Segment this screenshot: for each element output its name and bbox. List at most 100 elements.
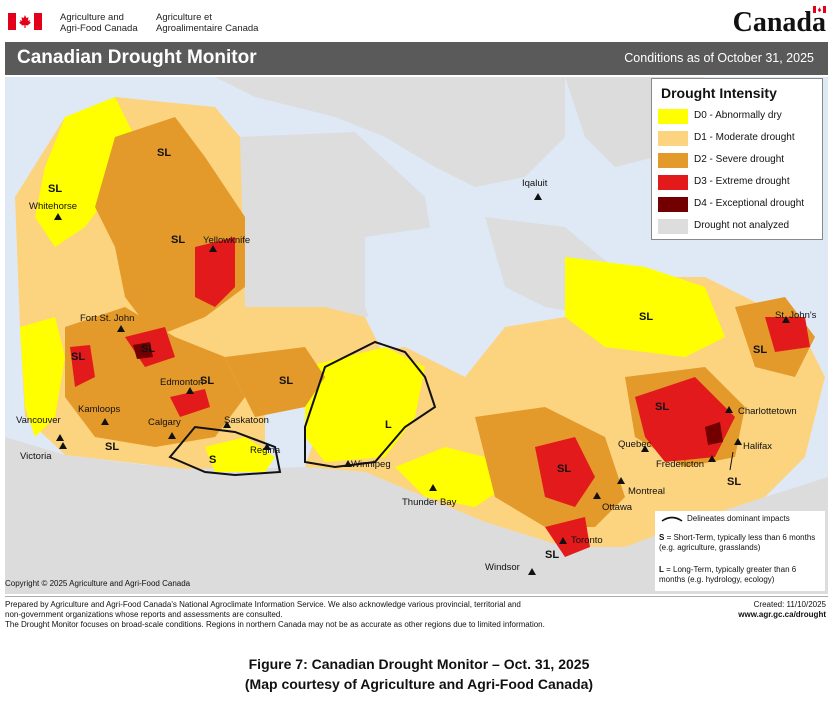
d2-sask — [225, 347, 325, 417]
city-label-st-johns: St. John's — [775, 310, 817, 321]
city-marker-ottawa — [593, 492, 601, 499]
city-marker-fredericton — [708, 455, 716, 462]
city-marker-regina — [263, 443, 271, 450]
legend-label: D1 - Moderate drought — [694, 132, 795, 143]
impact-label: SL — [157, 147, 172, 159]
map-svg — [5, 77, 828, 594]
city-label-quebec: Quebec — [618, 439, 652, 450]
city-marker-iqaluit — [534, 193, 542, 200]
legend-swatch — [658, 175, 688, 190]
canada-wordmark: Canada — [732, 6, 826, 39]
dept-fr-line1: Agriculture et — [156, 12, 212, 23]
city-marker-toronto — [559, 537, 567, 544]
d3-ontario-south — [545, 517, 590, 557]
dept-fr-line2: Agroalimentaire Canada — [156, 23, 259, 34]
dept-en-line2: Agri-Food Canada — [60, 23, 138, 34]
legend-panel: Drought Intensity D0 - Abnormally dry D1… — [651, 78, 823, 240]
arctic-islands — [215, 77, 565, 187]
usa-landmass — [5, 437, 828, 594]
city-marker-fort-st-john — [117, 325, 125, 332]
wordmark-flag-icon — [813, 6, 826, 13]
city-label-winnipeg: Winnipeg — [351, 459, 391, 470]
short-term-note: S = Short-Term, typically less than 6 mo… — [659, 533, 824, 553]
city-marker-yellowknife — [209, 245, 217, 252]
footer-created: Created: 11/10/2025 — [753, 600, 826, 609]
impact-label: SL — [171, 234, 186, 246]
impact-label: SL — [753, 344, 768, 356]
city-label-fredericton: Fredericton — [656, 459, 705, 470]
footer-line-1: Prepared by Agriculture and Agri-Food Ca… — [5, 600, 521, 609]
city-marker-winnipeg — [344, 460, 352, 467]
impact-label: L — [385, 419, 392, 431]
impact-notes-box: Delineates dominant impacts S = Short-Te… — [655, 511, 825, 591]
city-label-toronto: Toronto — [571, 535, 603, 546]
long-term-key: L — [659, 565, 664, 574]
sl-pointer-line — [729, 451, 734, 471]
city-marker-thunder-bay — [429, 484, 437, 491]
city-marker-kamloops — [101, 418, 109, 425]
conditions-date: Conditions as of October 31, 2025 — [624, 51, 814, 65]
city-marker-victoria — [59, 442, 67, 449]
impact-label: SL — [141, 343, 156, 355]
page-title: Canadian Drought Monitor — [17, 47, 257, 68]
legend-label: D3 - Extreme drought — [694, 176, 790, 187]
legend-label: D2 - Severe drought — [694, 154, 785, 165]
city-label-saskatoon: Saskatoon — [224, 415, 269, 426]
city-marker-vancouver — [56, 434, 64, 441]
footer: Prepared by Agriculture and Agri-Food Ca… — [5, 596, 828, 635]
hudson-bay — [365, 227, 515, 377]
city-marker-charlottetown — [725, 406, 733, 413]
city-marker-calgary — [168, 432, 176, 439]
city-label-whitehorse: Whitehorse — [29, 201, 78, 212]
impact-line-manitoba — [304, 340, 437, 469]
d0-yukon — [35, 97, 135, 247]
city-marker-edmonton — [186, 387, 194, 394]
impact-label: SL — [71, 351, 86, 363]
city-label-windsor: Windsor — [485, 562, 520, 573]
d3-yellowknife — [195, 237, 235, 307]
city-label-iqaluit: Iqaluit — [522, 178, 548, 189]
d0-manitoba — [305, 347, 425, 462]
legend-swatch — [658, 197, 688, 212]
header: Agriculture and Agri-Food Canada Agricul… — [0, 0, 838, 40]
city-marker-halifax — [734, 438, 742, 445]
impact-label: SL — [200, 375, 215, 387]
city-label-thunder-bay: Thunder Bay — [402, 497, 457, 508]
d2-bc-alberta — [65, 307, 245, 447]
d0-bc-coast — [20, 317, 65, 437]
footer-line-2: non-government organizations whose repor… — [5, 610, 283, 619]
impact-line-prairies — [168, 425, 282, 477]
city-marker-windsor — [528, 568, 536, 575]
impact-label: SL — [48, 183, 63, 195]
d3-st-johns — [765, 317, 810, 352]
legend-swatch — [658, 109, 688, 124]
wordmark-text: Canada — [732, 7, 826, 38]
impact-label: SL — [655, 401, 670, 413]
short-term-key: S — [659, 533, 665, 542]
city-label-yellowknife: Yellowknife — [203, 235, 251, 246]
impact-label: SL — [727, 476, 742, 488]
footer-url[interactable]: www.agr.gc.ca/drought — [738, 610, 826, 619]
city-marker-quebec — [641, 445, 649, 452]
legend-label: D0 - Abnormally dry — [694, 110, 782, 121]
d0-ontario-south — [395, 447, 505, 507]
city-label-halifax: Halifax — [743, 441, 773, 452]
d3-ontario — [535, 437, 595, 507]
legend-swatch — [658, 219, 688, 234]
figure-caption-line2: (Map courtesy of Agriculture and Agri-Fo… — [244, 676, 594, 692]
legend-swatch — [658, 131, 688, 146]
city-label-ottawa: Ottawa — [602, 502, 633, 513]
city-label-edmonton: Edmonton — [160, 377, 204, 388]
impact-label: SL — [545, 549, 560, 561]
city-label-vancouver: Vancouver — [16, 415, 61, 426]
dept-name-en: Agriculture and Agri-Food Canada — [60, 12, 138, 34]
impact-label: SL — [557, 463, 572, 475]
long-term-text: = Long-Term, typically greater than 6 mo… — [659, 565, 797, 584]
dept-en-line1: Agriculture and — [60, 12, 124, 23]
legend-title: Drought Intensity — [661, 85, 777, 101]
dept-name-fr: Agriculture et Agroalimentaire Canada — [156, 12, 258, 34]
d0-sask-south — [205, 437, 275, 472]
city-label-charlottetown: Charlottetown — [738, 406, 797, 417]
d4-maritimes — [705, 422, 723, 445]
city-label-regina: Regina — [250, 445, 281, 456]
